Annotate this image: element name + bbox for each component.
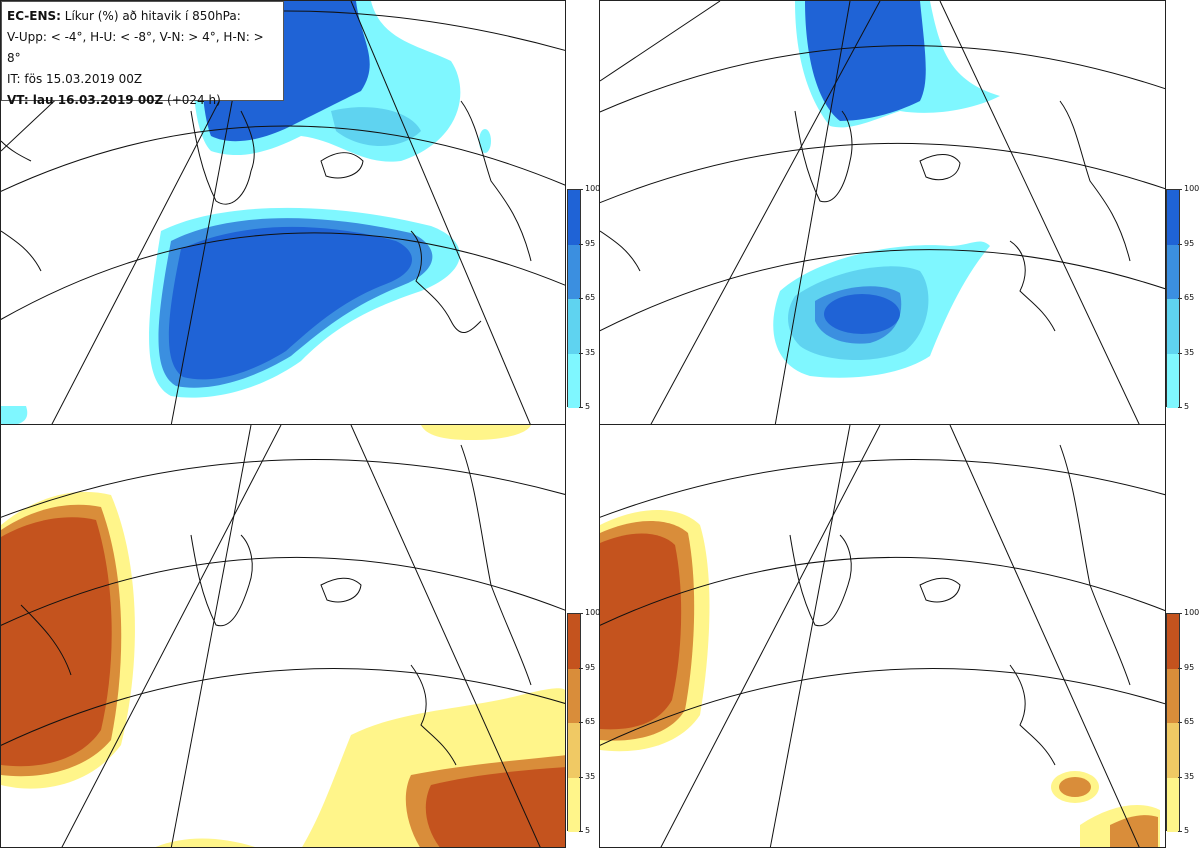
colorbar-segment: [568, 614, 580, 669]
colorbar-segment: [568, 190, 580, 245]
colorbar-tick-label: 100: [1184, 608, 1200, 617]
colorbar-tick-label: 95: [585, 662, 596, 672]
colorbar-tick-label: 95: [585, 238, 596, 248]
colorbar-tickmark: [1178, 189, 1182, 190]
prob-area-large-95: [168, 226, 413, 380]
colorbar-segment: [568, 668, 580, 723]
colorbar-tickmark: [1178, 352, 1182, 354]
colorbar-tick-label: 65: [1184, 717, 1195, 726]
colorbar-segment: [1167, 299, 1179, 354]
map-vn: [1, 425, 565, 847]
colorbar-tick-label: 5: [585, 826, 591, 835]
colorbar-tickmark: [579, 722, 583, 723]
colorbar-tickmark: [579, 613, 583, 614]
colorbar-tickmark: [1178, 407, 1182, 408]
map-panel-hn: [599, 424, 1166, 848]
legend-line3: IT: fös 15.03.2019 00Z: [7, 72, 143, 86]
colorbar-tickmark: [1178, 298, 1182, 299]
prob-area-west-95: [1, 517, 112, 767]
colorbar-segment: [1167, 614, 1179, 669]
colorbar-tickmark: [1178, 722, 1182, 723]
legend-line4: (+024 h): [167, 93, 221, 107]
colorbar-tick-label: 5: [585, 402, 591, 411]
graticule: [600, 425, 1165, 847]
colorbar-tick-label: 35: [1184, 771, 1195, 781]
legend-line1-bold: EC-ENS:: [7, 9, 61, 23]
legend-line4-bold: VT: lau 16.03.2019 00Z: [7, 93, 164, 107]
colorbar-segment: [1167, 244, 1179, 299]
map-panel-vn: [0, 424, 566, 848]
coastlines: [789, 444, 1131, 766]
colorbar-tickmark: [579, 667, 583, 669]
coastlines: [600, 100, 1131, 332]
colorbar-tick-label: 95: [1184, 238, 1195, 248]
colorbar-segment: [1167, 668, 1179, 723]
legend-box: EC-ENS: Líkur (%) að hitavik í 850hPa: V…: [1, 1, 284, 107]
colorbar-tickmark: [579, 243, 583, 245]
colorbar-tickmark: [1178, 776, 1182, 778]
colorbar-segment: [1167, 777, 1179, 832]
coastlines: [1, 100, 532, 333]
colorbar-segment: [1167, 723, 1179, 778]
colorbar-tick-label: 35: [1184, 347, 1195, 357]
prob-area-south-core: [824, 294, 900, 334]
colorbar-tick-label: 65: [585, 717, 596, 726]
colorbar-tick-label: 65: [585, 293, 596, 302]
colorbar-tickmark: [579, 189, 583, 190]
colorbar-segment: [568, 777, 580, 832]
colorbar-tick-label: 35: [585, 771, 596, 781]
colorbar-tick-label: 5: [1184, 826, 1190, 835]
map-hn: [600, 425, 1165, 847]
colorbar-gradient: [567, 613, 581, 832]
colorbar-tickmark: [1178, 831, 1182, 832]
colorbar-tickmark: [579, 298, 583, 299]
colorbar-tick-label: 35: [585, 347, 596, 357]
prob-area-corner: [1, 406, 28, 424]
prob-area-spot-65: [1059, 777, 1091, 797]
colorbar-tick-label: 95: [1184, 662, 1195, 672]
colorbar-tickmark: [579, 407, 583, 408]
colorbar-tickmark: [1178, 613, 1182, 614]
colorbar-tick-label: 100: [1184, 184, 1200, 193]
colorbar-tick-label: 65: [1184, 293, 1195, 302]
prob-area-top: [421, 425, 531, 440]
colorbar-tick-label: 5: [1184, 402, 1190, 411]
legend-line1: Líkur (%) að hitavik í 850hPa:: [64, 9, 241, 23]
colorbar-segment: [568, 723, 580, 778]
prob-area-north-95: [805, 1, 926, 121]
colorbar-tickmark: [1178, 243, 1182, 245]
colorbar-tickmark: [579, 776, 583, 778]
colorbar-segment: [568, 244, 580, 299]
prob-area-southeast-95: [425, 767, 565, 847]
coastlines: [20, 444, 532, 766]
colorbar-tick-label: 100: [585, 608, 601, 617]
prob-area-west-95: [600, 533, 682, 730]
colorbar-segment: [568, 353, 580, 408]
graticule: [1, 425, 565, 847]
colorbar-tick-label: 100: [585, 184, 601, 193]
map-hu: [600, 1, 1165, 424]
colorbar-tickmark: [579, 831, 583, 832]
prob-area-spot: [479, 129, 491, 153]
colorbar-segment: [1167, 190, 1179, 245]
map-panel-hu: [599, 0, 1166, 425]
prob-area-se-65: [1110, 815, 1158, 847]
colorbar-tickmark: [579, 352, 583, 354]
colorbar-tickmark: [1178, 667, 1182, 669]
prob-area-bottom: [155, 838, 255, 847]
colorbar-segment: [1167, 353, 1179, 408]
legend-line2: V-Upp: < -4°, H-U: < -8°, V-N: > 4°, H-N…: [7, 30, 264, 65]
graticule: [600, 1, 1165, 424]
map-panel-vupp: EC-ENS: Líkur (%) að hitavik í 850hPa: V…: [0, 0, 566, 425]
colorbar-segment: [568, 299, 580, 354]
